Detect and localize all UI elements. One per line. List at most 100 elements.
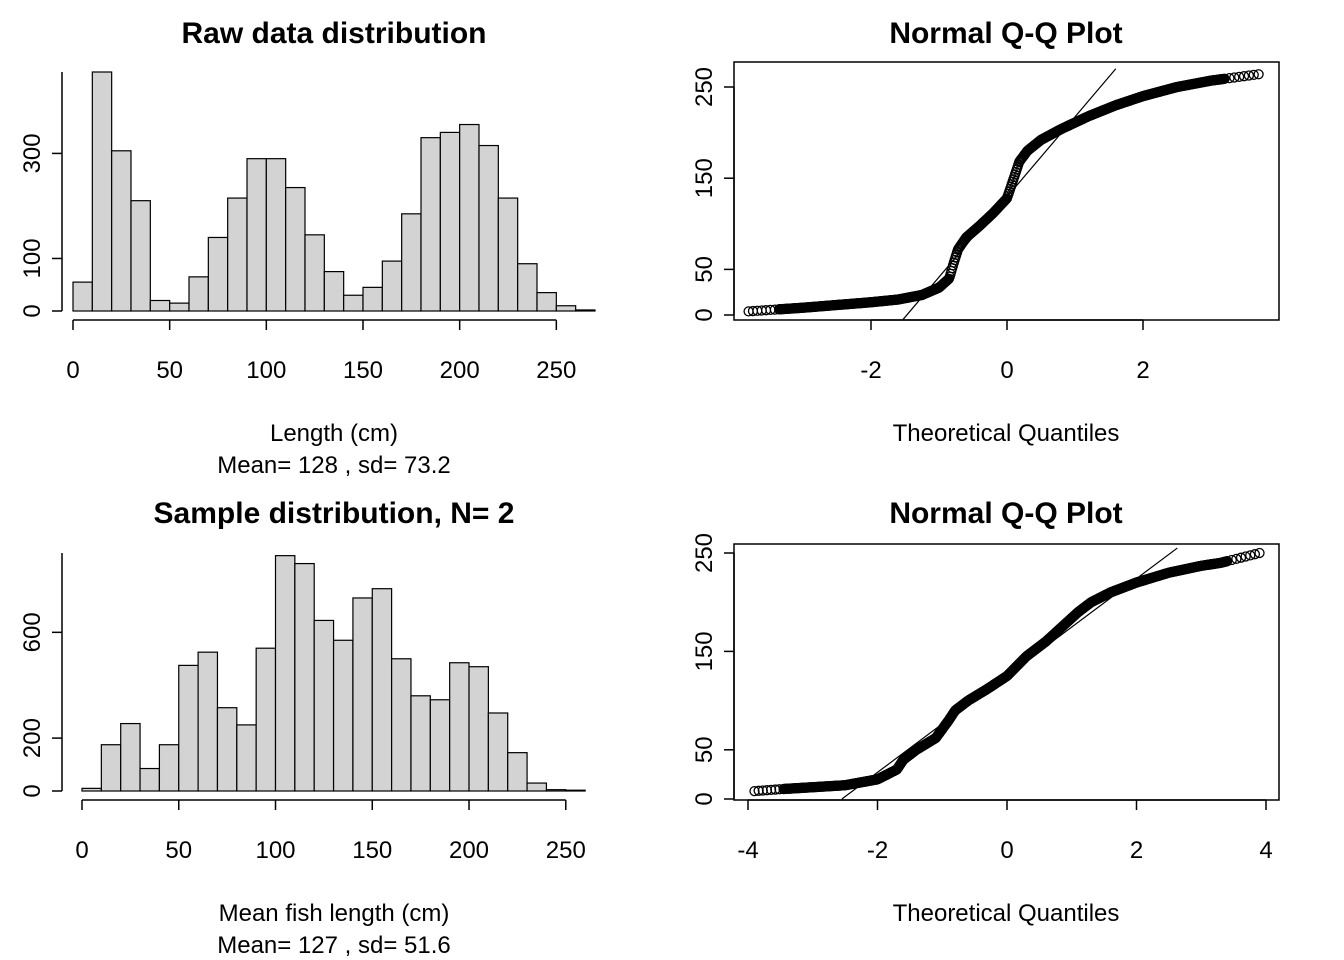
x-tick-label: 2 <box>1130 837 1143 864</box>
histogram-bar <box>158 744 180 792</box>
y-tick-label: 0 <box>19 784 46 797</box>
y-tick-label: 50 <box>691 736 718 763</box>
histogram-bar <box>391 658 412 792</box>
histogram-bar <box>459 123 480 312</box>
raw-histogram-bars <box>72 71 596 312</box>
y-tick-label: 50 <box>691 256 718 283</box>
x-tick-label: -4 <box>737 837 758 864</box>
histogram-bar <box>149 299 171 312</box>
qq-point <box>1245 550 1256 561</box>
histogram-bar <box>100 744 122 792</box>
x-tick-label: 250 <box>546 837 586 864</box>
qq-plot-bottom-x-axis: -4 -2 0 2 4 <box>737 799 1273 864</box>
qq-plot-bottom-xlabel: Theoretical Quantiles <box>893 900 1120 927</box>
x-tick-label: 200 <box>449 837 489 864</box>
raw-histogram-panel: Raw data distribution 0 50 100 150 200 250 0 1… <box>19 17 596 479</box>
histogram-bar <box>410 695 431 792</box>
histogram-bar <box>420 137 441 312</box>
qq-plot-bottom-y-axis: 0 50 150 250 <box>691 533 735 806</box>
x-tick-label: 0 <box>1000 837 1013 864</box>
y-tick-label: 0 <box>691 792 718 805</box>
raw-histogram-stats: Mean= 128 , sd= 73.2 <box>217 452 451 479</box>
raw-histogram-title: Raw data distribution <box>181 17 486 50</box>
histogram-bar <box>216 707 238 792</box>
raw-histogram-x-axis: 0 50 100 150 200 250 <box>66 319 576 384</box>
y-tick-label: 100 <box>19 238 46 278</box>
histogram-bar <box>130 200 151 312</box>
y-tick-label: 150 <box>691 158 718 198</box>
sample-histogram-stats: Mean= 127 , sd= 51.6 <box>217 932 451 959</box>
histogram-bar <box>294 562 315 792</box>
qq-point <box>1249 549 1261 560</box>
x-tick-label: 150 <box>343 357 383 384</box>
histogram-bar <box>323 271 345 312</box>
histogram-bar <box>545 789 567 792</box>
raw-histogram-y-axis: 0 100 300 <box>19 72 63 318</box>
histogram-bar <box>246 158 267 312</box>
qq-point <box>1253 69 1264 80</box>
histogram-bar <box>120 722 141 792</box>
x-tick-label: 2 <box>1136 357 1149 384</box>
histogram-bar <box>468 666 489 792</box>
x-tick-label: 0 <box>66 357 79 384</box>
qq-plot-top-panel: Normal Q-Q Plot -2 0 2 0 50 150 250 Theoretic… <box>691 17 1280 447</box>
sample-histogram-bars <box>81 555 586 792</box>
qq-point <box>1234 71 1245 82</box>
histogram-bar <box>487 712 509 792</box>
histogram-bar <box>178 664 199 792</box>
histogram-bar <box>313 619 335 792</box>
x-tick-label: -2 <box>860 357 881 384</box>
histogram-bar <box>343 294 364 312</box>
histogram-bar <box>111 150 132 312</box>
histogram-bar <box>507 752 528 792</box>
histogram-bar <box>255 647 277 792</box>
sample-histogram-panel: Sample distribution, N= 2 0 50 100 150 200 25… <box>19 497 586 959</box>
x-tick-label: 100 <box>246 357 286 384</box>
histogram-bar <box>81 787 102 792</box>
histogram-bar <box>429 699 451 792</box>
histogram-bar <box>227 197 248 312</box>
qq-point <box>1235 552 1247 563</box>
histogram-bar <box>536 292 557 312</box>
x-tick-label: 200 <box>440 357 480 384</box>
x-tick-label: 0 <box>1000 357 1013 384</box>
y-tick-label: 250 <box>691 533 718 573</box>
y-tick-label: 300 <box>19 133 46 173</box>
qq-point <box>1248 69 1259 81</box>
raw-histogram-xlabel: Length (cm) <box>270 420 398 447</box>
x-tick-label: 150 <box>352 837 392 864</box>
y-tick-label: 200 <box>19 718 46 758</box>
histogram-bar <box>332 639 354 792</box>
sample-histogram-title: Sample distribution, N= 2 <box>154 497 515 530</box>
histogram-bar <box>555 305 577 312</box>
histogram-bar <box>169 302 190 312</box>
qq-plot-bottom-panel: Normal Q-Q Plot -4 -2 0 2 4 0 50 150 250 Theore… <box>691 497 1280 927</box>
histogram-bar <box>236 724 257 792</box>
histogram-bar <box>575 309 596 312</box>
qq-point <box>1243 70 1255 81</box>
qq-plot-top-points <box>743 69 1264 317</box>
sample-histogram-xlabel: Mean fish length (cm) <box>219 900 450 927</box>
qq-point <box>1229 72 1240 83</box>
histogram-bar <box>565 789 586 792</box>
histogram-bar <box>371 588 393 792</box>
histogram-bar <box>139 767 161 792</box>
qq-plot-bottom-points <box>749 547 1265 797</box>
qq-point <box>1231 553 1242 565</box>
histogram-bar <box>304 234 325 312</box>
histogram-bar <box>207 236 229 312</box>
qq-point <box>1238 71 1250 82</box>
y-tick-label: 0 <box>691 308 718 321</box>
histogram-bar <box>188 276 209 312</box>
histogram-bar <box>381 260 403 312</box>
histogram-bar <box>478 144 499 312</box>
x-tick-label: 50 <box>165 837 192 864</box>
histogram-bar <box>197 651 219 792</box>
histogram-bar <box>362 286 383 312</box>
x-tick-label: 0 <box>75 837 88 864</box>
histogram-bar <box>401 213 422 312</box>
histogram-bar <box>449 662 470 792</box>
x-tick-label: 250 <box>536 357 576 384</box>
histogram-bar <box>439 131 461 312</box>
y-tick-label: 250 <box>691 67 718 107</box>
